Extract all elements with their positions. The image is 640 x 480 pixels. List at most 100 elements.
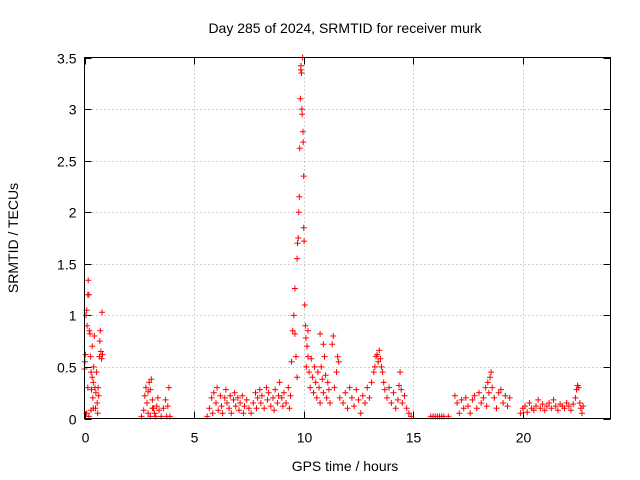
data-point (506, 394, 513, 401)
data-point (156, 407, 162, 414)
data-point (460, 405, 467, 412)
data-points (81, 54, 587, 420)
data-point (95, 384, 102, 391)
data-point (298, 70, 305, 76)
data-point (310, 389, 317, 396)
data-point (280, 389, 287, 396)
data-point (306, 369, 313, 376)
data-point (272, 386, 279, 393)
data-point (570, 401, 577, 408)
data-point (333, 369, 340, 376)
data-point (296, 145, 303, 152)
data-point (294, 240, 301, 247)
x-tick-label: 20 (516, 430, 532, 446)
data-point (162, 396, 169, 403)
data-point (146, 379, 153, 386)
data-point (264, 396, 271, 403)
data-point (83, 312, 89, 319)
data-point (348, 394, 355, 401)
data-point (149, 396, 156, 403)
data-point (390, 389, 397, 396)
data-point (278, 394, 285, 401)
data-point (533, 403, 539, 410)
data-point (336, 394, 343, 401)
data-point (539, 401, 546, 408)
data-point (535, 396, 542, 403)
data-point (368, 379, 375, 386)
plot-frame (84, 57, 611, 419)
data-point (308, 355, 315, 362)
data-point (250, 400, 257, 406)
data-point (89, 394, 96, 401)
data-point (364, 384, 371, 391)
data-point (487, 374, 493, 381)
data-point (265, 389, 272, 396)
data-point (227, 392, 234, 399)
data-point (548, 405, 555, 412)
data-point (322, 372, 329, 379)
data-point (320, 389, 327, 396)
data-point (489, 384, 496, 391)
data-point (245, 405, 252, 412)
data-point (210, 389, 217, 396)
data-point (239, 392, 246, 399)
data-point (458, 396, 465, 403)
data-point (160, 405, 167, 412)
grid-lines (84, 57, 611, 419)
data-point (90, 363, 97, 370)
x-tick-label: 0 (82, 430, 90, 446)
data-point (90, 405, 97, 412)
data-point (371, 363, 378, 370)
data-point (88, 386, 95, 393)
data-point (142, 384, 149, 391)
data-point (87, 353, 94, 360)
y-tick-label: 0.5 (57, 360, 77, 376)
data-point (230, 396, 237, 403)
data-point (316, 384, 322, 391)
data-point (320, 341, 327, 348)
data-point (397, 369, 404, 376)
data-point (318, 363, 325, 370)
y-axis-label: SRMTID / TECUs (5, 183, 21, 293)
x-axis-label: GPS time / hours (292, 458, 399, 474)
data-point (465, 403, 471, 410)
data-point (148, 376, 155, 383)
data-point (232, 403, 239, 410)
data-point (526, 400, 533, 406)
data-point (276, 379, 283, 386)
x-tick-label: 5 (191, 430, 199, 446)
data-point (456, 410, 463, 417)
data-point (300, 128, 306, 135)
data-point (454, 400, 461, 406)
data-point (165, 384, 172, 391)
data-point (259, 392, 265, 399)
data-point (88, 369, 95, 376)
data-point (164, 403, 171, 410)
data-point (97, 348, 104, 355)
data-point (294, 255, 301, 262)
data-point (522, 403, 528, 410)
data-point (377, 355, 384, 362)
data-point (243, 396, 250, 403)
data-point (144, 400, 150, 406)
data-point (213, 400, 219, 406)
y-tick-labels: 0 0.5 1 1.5 2 2.5 3 3.5 (57, 51, 77, 428)
data-point (226, 405, 233, 412)
data-point (241, 403, 248, 410)
data-point (317, 400, 324, 406)
y-tick-label: 2.5 (57, 154, 77, 170)
data-point (206, 405, 213, 412)
data-point (307, 384, 314, 391)
data-point (254, 394, 261, 401)
data-point (89, 374, 96, 381)
data-point (141, 392, 148, 399)
data-point (399, 400, 406, 406)
data-point (484, 379, 491, 386)
data-point (305, 353, 311, 360)
data-point (285, 384, 292, 391)
data-point (93, 369, 100, 376)
data-point (321, 353, 328, 360)
data-point (283, 400, 290, 406)
data-point (579, 410, 585, 417)
data-point (214, 384, 221, 391)
